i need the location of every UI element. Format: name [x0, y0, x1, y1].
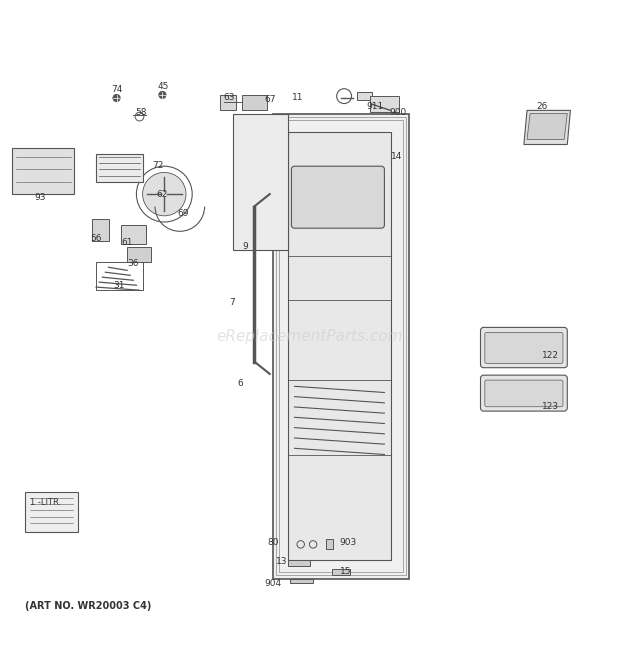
Bar [276, 116, 406, 575]
Text: 72: 72 [153, 161, 164, 170]
Text: 900: 900 [389, 108, 407, 117]
Text: 80: 80 [267, 538, 278, 547]
Bar [326, 539, 333, 549]
Text: eReplacementParts.com: eReplacementParts.com [216, 329, 404, 344]
Bar [273, 114, 409, 578]
Bar [96, 262, 143, 290]
Bar [25, 492, 78, 532]
FancyBboxPatch shape [485, 380, 563, 407]
Circle shape [113, 95, 120, 102]
Text: 93: 93 [35, 193, 46, 202]
Text: 56: 56 [91, 234, 102, 243]
Polygon shape [527, 114, 567, 139]
Bar [127, 247, 151, 262]
Text: 13: 13 [277, 557, 288, 566]
Text: 14: 14 [391, 153, 402, 161]
Text: 9: 9 [242, 243, 248, 251]
Text: (ART NO. WR20003 C4): (ART NO. WR20003 C4) [25, 602, 151, 611]
Text: 58: 58 [136, 108, 147, 117]
Text: 903: 903 [340, 538, 357, 547]
Polygon shape [290, 578, 313, 584]
Bar [96, 154, 143, 182]
Text: 1 -LITR.: 1 -LITR. [30, 498, 61, 508]
Bar [121, 225, 146, 244]
Text: 61: 61 [122, 238, 133, 247]
Circle shape [143, 173, 186, 215]
Text: 26: 26 [537, 102, 548, 110]
Text: 31: 31 [113, 282, 125, 290]
FancyBboxPatch shape [485, 332, 563, 364]
Text: 911: 911 [366, 102, 384, 110]
Text: 6: 6 [237, 379, 244, 388]
FancyBboxPatch shape [291, 166, 384, 228]
Bar [242, 95, 267, 110]
Bar [220, 95, 236, 110]
Text: 74: 74 [111, 85, 122, 95]
FancyBboxPatch shape [480, 327, 567, 368]
FancyBboxPatch shape [480, 375, 567, 411]
Text: 45: 45 [157, 83, 169, 91]
Text: 63: 63 [224, 93, 235, 102]
Circle shape [159, 91, 166, 98]
Polygon shape [524, 110, 570, 145]
Bar [232, 114, 288, 250]
Text: 123: 123 [542, 402, 559, 410]
Text: 7: 7 [229, 298, 236, 307]
Bar [279, 120, 403, 572]
FancyBboxPatch shape [370, 96, 399, 112]
Bar [12, 147, 74, 194]
Text: 69: 69 [177, 210, 188, 218]
Text: 36: 36 [128, 259, 139, 268]
Text: 67: 67 [264, 95, 275, 104]
Polygon shape [332, 569, 350, 575]
Text: 11: 11 [292, 93, 303, 102]
Bar [356, 93, 372, 100]
Text: 904: 904 [264, 579, 281, 588]
Text: 122: 122 [542, 351, 559, 360]
Polygon shape [288, 560, 310, 566]
Bar [92, 219, 109, 241]
Text: 15: 15 [340, 566, 352, 576]
Bar [288, 132, 391, 560]
Text: 62: 62 [157, 190, 168, 198]
